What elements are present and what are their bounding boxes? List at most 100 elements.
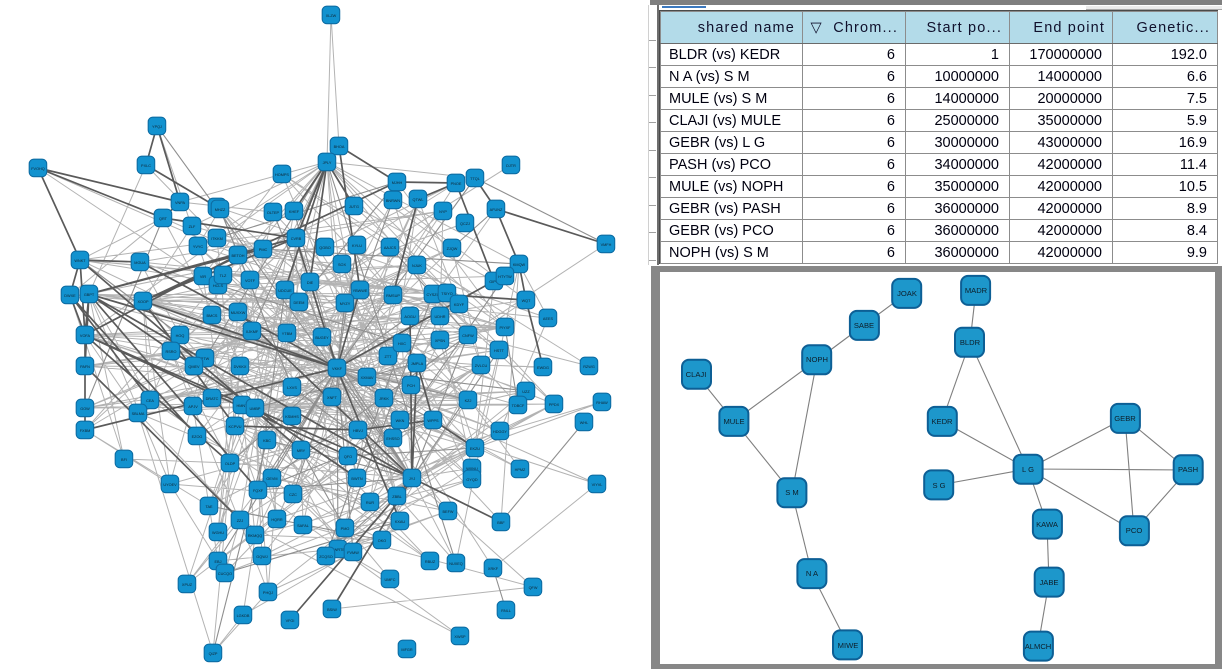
svg-text:HCLS: HCLS [213,284,224,288]
svg-text:PASH: PASH [1178,465,1198,474]
svg-text:XJKMF: XJKMF [246,330,259,334]
svg-text:KXAU: KXAU [395,520,406,524]
svg-text:FQXF: FQXF [253,489,264,493]
svg-text:EBJ: EBJ [215,560,222,564]
svg-text:TSIYO: TSIYO [441,292,452,296]
svg-text:HQRR: HQRR [271,518,282,522]
svg-text:OLTEP: OLTEP [267,211,280,215]
svg-text:MYZY: MYZY [340,302,351,306]
svg-text:GEBR: GEBR [1114,414,1136,423]
svg-text:BEFW: BEFW [443,510,454,514]
svg-text:OKO: OKO [378,539,386,543]
svg-text:SBLMA: SBLMA [132,412,145,416]
svg-text:PCH: PCH [407,384,415,388]
svg-text:ZCQSO: ZCQSO [319,555,333,559]
svg-text:GBPT: GBPT [84,293,95,297]
svg-text:RMSUP: RMSUP [386,294,400,298]
svg-text:MUXXW: MUXXW [231,311,246,315]
svg-text:JYJ: JYJ [409,477,415,481]
svg-text:YTBM: YTBM [282,332,293,336]
svg-text:MADR: MADR [965,286,988,295]
svg-text:XWSP: XWSP [454,635,466,639]
svg-text:ALMCH: ALMCH [1025,642,1052,651]
svg-text:RNLL: RNLL [501,609,511,613]
svg-text:MGUA: MGUA [134,261,146,265]
svg-text:QMEV: QMEV [188,365,200,369]
svg-text:BWTN: BWTN [351,477,362,481]
svg-text:KBC: KBC [263,439,271,443]
svg-text:UMFC: UMFC [385,578,396,582]
svg-text:MULE: MULE [723,417,744,426]
svg-text:SABE: SABE [854,321,874,330]
svg-text:GOW: GOW [80,407,90,411]
svg-text:BNRWN: BNRWN [386,199,401,203]
svg-text:OEVM: OEVM [266,477,277,481]
svg-text:NJUK: NJUK [412,264,422,268]
svg-text:MHZZ: MHZZ [215,208,226,212]
svg-text:KEDR: KEDR [931,417,953,426]
svg-text:AFUNZ: AFUNZ [490,208,503,212]
svg-text:QFW: QFW [529,586,538,590]
svg-text:YPQJ: YPQJ [152,125,162,129]
svg-text:PNOE: PNOE [451,182,462,186]
svg-text:UZZ: UZZ [522,390,530,394]
svg-text:QTWL: QTWL [413,198,424,202]
svg-text:WQT: WQT [522,299,532,303]
svg-text:LXVS: LXVS [287,386,297,390]
svg-text:QCZJ: QCZJ [460,222,470,226]
svg-text:UDCUE: UDCUE [278,289,292,293]
svg-text:XNFT: XNFT [327,396,338,400]
svg-text:S M: S M [785,488,799,497]
svg-text:HPMZ: HPMZ [515,468,526,472]
svg-text:HSTT: HSTT [494,349,505,353]
svg-text:DEEM: DEEM [294,301,305,305]
svg-text:WPPS: WPPS [427,419,439,423]
svg-text:OLDP: OLDP [225,462,236,466]
svg-text:XPUZ: XPUZ [182,583,193,587]
svg-text:KCPVU: KCPVU [228,425,241,429]
svg-text:EWDG: EWDG [537,366,549,370]
svg-text:JOAK: JOAK [897,289,917,298]
svg-text:QFO: QFO [344,455,352,459]
svg-text:XRKF: XRKF [488,567,499,571]
svg-text:FXBM: FXBM [80,429,91,433]
svg-text:AEES: AEES [543,317,554,321]
svg-text:TTQL: TTQL [470,177,480,181]
svg-text:JPLY: JPLY [323,161,332,165]
svg-text:NOPH: NOPH [806,355,828,364]
svg-text:DVKKX: DVKKX [234,365,247,369]
svg-text:NUXEQ: NUXEQ [449,562,463,566]
svg-text:ZVLCU: ZVLCU [475,364,488,368]
svg-text:PCO: PCO [1126,526,1143,535]
svg-text:CLAJI: CLAJI [686,370,707,379]
svg-text:DRATC: DRATC [206,397,219,401]
svg-text:ZTT: ZTT [385,355,393,359]
svg-text:XLZW: XLZW [326,14,337,18]
svg-text:QIZP: QIZP [209,652,218,656]
svg-text:YVYC: YVYC [193,245,204,249]
svg-text:RZWG: RZWG [583,365,595,369]
svg-text:MRY: MRY [297,449,306,453]
svg-text:VNPA: VNPA [175,201,186,205]
svg-text:UMBP: UMBP [250,407,261,411]
svg-text:RHAW: RHAW [596,401,608,405]
svg-text:NYP: NYP [439,210,447,214]
svg-text:HXC: HXC [398,342,406,346]
svg-text:MIWE: MIWE [838,641,859,650]
svg-text:HTYTW: HTYTW [498,275,512,279]
svg-text:XPSN: XPSN [435,339,446,343]
svg-text:WNKT: WNKT [74,259,86,263]
svg-text:BUGEY: BUGEY [315,336,329,340]
svg-text:FVMW: FVMW [347,551,359,555]
svg-text:CNFW: CNFW [462,334,474,338]
svg-text:PAFN: PAFN [80,365,90,369]
svg-text:JMPLA: JMPLA [411,362,424,366]
svg-text:L G: L G [1022,465,1034,474]
svg-text:TLZ: TLZ [220,274,227,278]
svg-text:GQWJ: GQWJ [256,555,267,559]
svg-text:VIR: VIR [200,275,207,279]
svg-text:BLDR: BLDR [960,338,981,347]
svg-text:JABE: JABE [1040,578,1059,587]
svg-text:AOGU: AOGU [404,315,415,319]
svg-text:KAWA: KAWA [1036,520,1059,529]
